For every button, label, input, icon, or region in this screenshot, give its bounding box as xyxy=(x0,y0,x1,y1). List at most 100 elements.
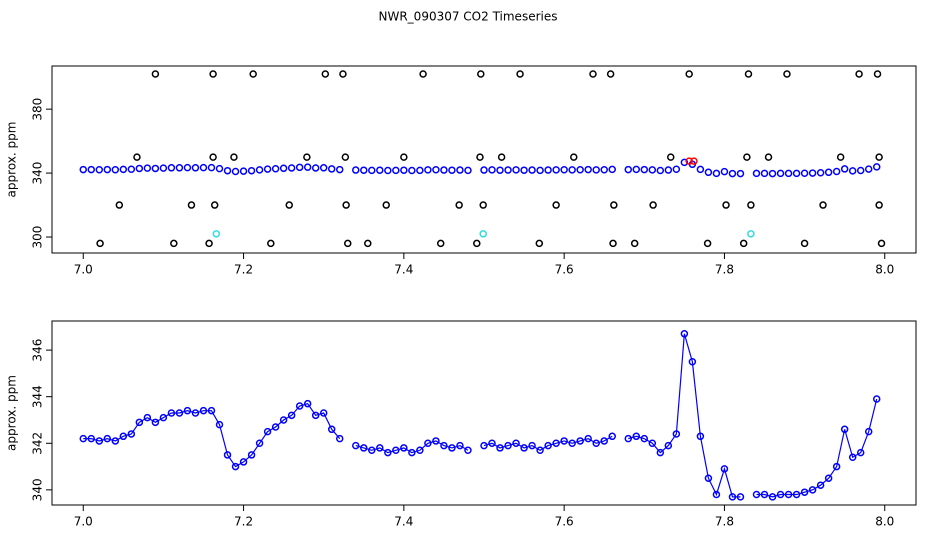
data-point xyxy=(207,406,216,415)
data-point xyxy=(816,169,825,177)
data-point xyxy=(520,444,528,452)
data-point xyxy=(303,163,312,171)
data-point xyxy=(840,425,849,434)
data-point xyxy=(552,439,560,448)
data-point xyxy=(279,416,288,424)
data-point xyxy=(223,166,232,175)
data-point xyxy=(824,168,833,177)
data-point xyxy=(392,166,400,175)
data-point xyxy=(455,201,463,209)
data-point xyxy=(480,441,488,450)
data-point xyxy=(400,153,408,161)
data-point xyxy=(335,165,344,174)
y-tick-label: 380 xyxy=(31,98,45,121)
data-point xyxy=(479,201,487,209)
data-point xyxy=(239,167,248,175)
data-point xyxy=(584,165,592,174)
data-point xyxy=(247,451,256,459)
x-tick-label: 7.4 xyxy=(394,263,413,277)
data-point xyxy=(816,481,825,489)
data-point xyxy=(400,444,408,452)
x-tick-label: 7.6 xyxy=(555,263,574,277)
data-point xyxy=(877,239,886,248)
x-tick-label: 8.0 xyxy=(875,515,894,529)
y-tick-label: 340 xyxy=(31,478,45,501)
data-point xyxy=(376,444,384,452)
data-point xyxy=(728,493,737,501)
data-point xyxy=(552,166,560,174)
data-point xyxy=(535,239,544,248)
data-point xyxy=(416,166,424,175)
data-point xyxy=(151,164,160,173)
data-point xyxy=(436,239,445,248)
data-point xyxy=(864,165,873,173)
data-point xyxy=(215,164,224,173)
data-point xyxy=(199,163,208,172)
data-point xyxy=(685,70,693,78)
data-point xyxy=(170,239,178,248)
data-point xyxy=(135,164,144,173)
data-point xyxy=(720,465,729,473)
data-point xyxy=(552,201,560,209)
data-point xyxy=(456,166,464,174)
data-point xyxy=(127,430,136,438)
data-point xyxy=(151,418,160,427)
data-point xyxy=(606,70,615,78)
figure-title: NWR_090307 CO2 Timeseries xyxy=(379,10,558,24)
data-point xyxy=(784,490,793,499)
data-point xyxy=(600,165,608,174)
data-point xyxy=(424,166,432,174)
data-point xyxy=(608,432,616,441)
data-point xyxy=(568,439,576,448)
y-axis-label: approx. ppm xyxy=(5,122,19,198)
data-point xyxy=(448,444,456,452)
data-point xyxy=(191,164,200,172)
data-point xyxy=(352,166,360,174)
data-point xyxy=(287,164,296,172)
data-point xyxy=(111,165,120,174)
data-point xyxy=(592,439,600,448)
data-point xyxy=(680,158,689,167)
data-point xyxy=(416,446,424,455)
data-point xyxy=(480,166,488,174)
data-point xyxy=(263,165,272,173)
data-point xyxy=(279,164,288,173)
data-point xyxy=(119,165,128,174)
data-point xyxy=(666,153,675,161)
data-point xyxy=(343,239,352,248)
data-point xyxy=(744,70,753,78)
data-point xyxy=(736,493,745,501)
data-point xyxy=(824,474,833,482)
data-point xyxy=(516,70,524,78)
data-point xyxy=(848,167,857,175)
data-point xyxy=(712,490,721,499)
data-point xyxy=(592,166,600,174)
data-point xyxy=(739,239,748,248)
data-point xyxy=(672,165,681,173)
data-point xyxy=(103,434,112,443)
data-point xyxy=(183,406,192,415)
data-point xyxy=(255,166,264,174)
y-tick-label: 340 xyxy=(31,162,45,185)
y-axis-label: approx. ppm xyxy=(5,375,19,451)
data-point xyxy=(672,430,681,438)
data-point xyxy=(856,448,865,457)
data-point xyxy=(752,169,761,178)
data-point xyxy=(747,230,755,238)
data-point xyxy=(704,474,713,482)
data-point xyxy=(728,169,737,178)
data-point xyxy=(848,453,857,462)
data-point xyxy=(528,166,536,174)
data-point xyxy=(384,448,392,457)
data-point xyxy=(648,166,657,174)
data-point xyxy=(528,441,536,450)
x-tick-label: 7.8 xyxy=(715,263,734,277)
data-point xyxy=(664,166,673,174)
data-point xyxy=(143,164,152,172)
data-point xyxy=(560,437,568,445)
data-point xyxy=(183,163,192,172)
data-point xyxy=(87,165,96,174)
x-tick-label: 7.8 xyxy=(715,515,734,529)
